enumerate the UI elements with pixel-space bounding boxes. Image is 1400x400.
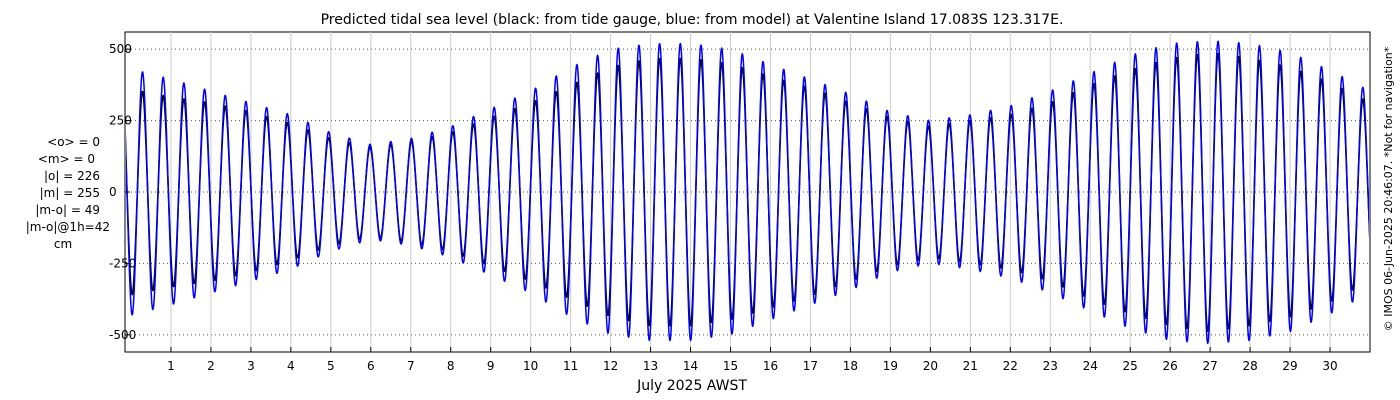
x-tick-label: 1	[167, 359, 175, 373]
stat-mean-model: <m> = 0	[38, 152, 95, 166]
x-tick-label: 30	[1322, 359, 1337, 373]
x-tick-label: 19	[883, 359, 898, 373]
x-tick-label: 6	[367, 359, 375, 373]
x-tick-label: 11	[563, 359, 578, 373]
stat-abs-diff-1h: |m-o|@1h=42	[26, 220, 110, 234]
x-tick-label: 13	[643, 359, 658, 373]
x-tick-label: 26	[1163, 359, 1178, 373]
y-tick-label: 500	[109, 42, 132, 56]
x-tick-label: 9	[487, 359, 495, 373]
x-tick-label: 24	[1083, 359, 1098, 373]
stat-abs-obs: |o| = 226	[44, 169, 100, 183]
x-tick-label: 3	[247, 359, 255, 373]
y-tick-label: 0	[109, 185, 117, 199]
x-tick-label: 17	[803, 359, 818, 373]
x-tick-label: 27	[1202, 359, 1217, 373]
x-grid	[170, 32, 1331, 352]
series-lines	[126, 40, 1369, 345]
x-tick-label: 23	[1043, 359, 1058, 373]
y-tick-label: 250	[109, 114, 132, 128]
series-line-model	[126, 40, 1369, 345]
x-axis-label: July 2025 AWST	[636, 378, 747, 394]
x-tick-label: 7	[407, 359, 415, 373]
x-axis-ticks: 1 2 3 4 5 6 7 8 9 10 11 12 13 14 15 16 17 18 19 20 21 22 23 24 2…	[167, 347, 1338, 373]
x-tick-label: 20	[923, 359, 938, 373]
copyright-notice: © IMOS 06-Jun-2025 20:46:07. *Not for na…	[1382, 46, 1395, 331]
stat-abs-diff: |m-o| = 49	[35, 203, 100, 217]
chart-title: Predicted tidal sea level (black: from t…	[321, 12, 1064, 28]
x-tick-label: 21	[963, 359, 978, 373]
y-tick-label: -250	[109, 256, 136, 270]
x-tick-label: 29	[1282, 359, 1297, 373]
x-tick-label: 12	[603, 359, 618, 373]
stat-mean-obs: <o> = 0	[47, 135, 100, 149]
x-tick-label: 18	[843, 359, 858, 373]
x-tick-label: 2	[207, 359, 215, 373]
x-tick-label: 16	[763, 359, 778, 373]
x-tick-label: 15	[723, 359, 738, 373]
y-tick-label: -500	[109, 328, 136, 342]
stat-units: cm	[54, 237, 72, 251]
stats-block: <o> = 0 <m> = 0 |o| = 226 |m| = 255 |m-o…	[26, 135, 110, 251]
x-tick-label: 22	[1003, 359, 1018, 373]
x-tick-label: 8	[447, 359, 455, 373]
x-tick-label: 25	[1123, 359, 1138, 373]
x-tick-label: 28	[1242, 359, 1257, 373]
x-tick-label: 4	[287, 359, 295, 373]
x-tick-label: 14	[683, 359, 698, 373]
y-axis-ticks: -500 -250 0 250 500	[109, 42, 136, 342]
x-tick-label: 10	[523, 359, 538, 373]
stat-abs-model: |m| = 255	[40, 186, 100, 200]
x-tick-label: 5	[327, 359, 335, 373]
